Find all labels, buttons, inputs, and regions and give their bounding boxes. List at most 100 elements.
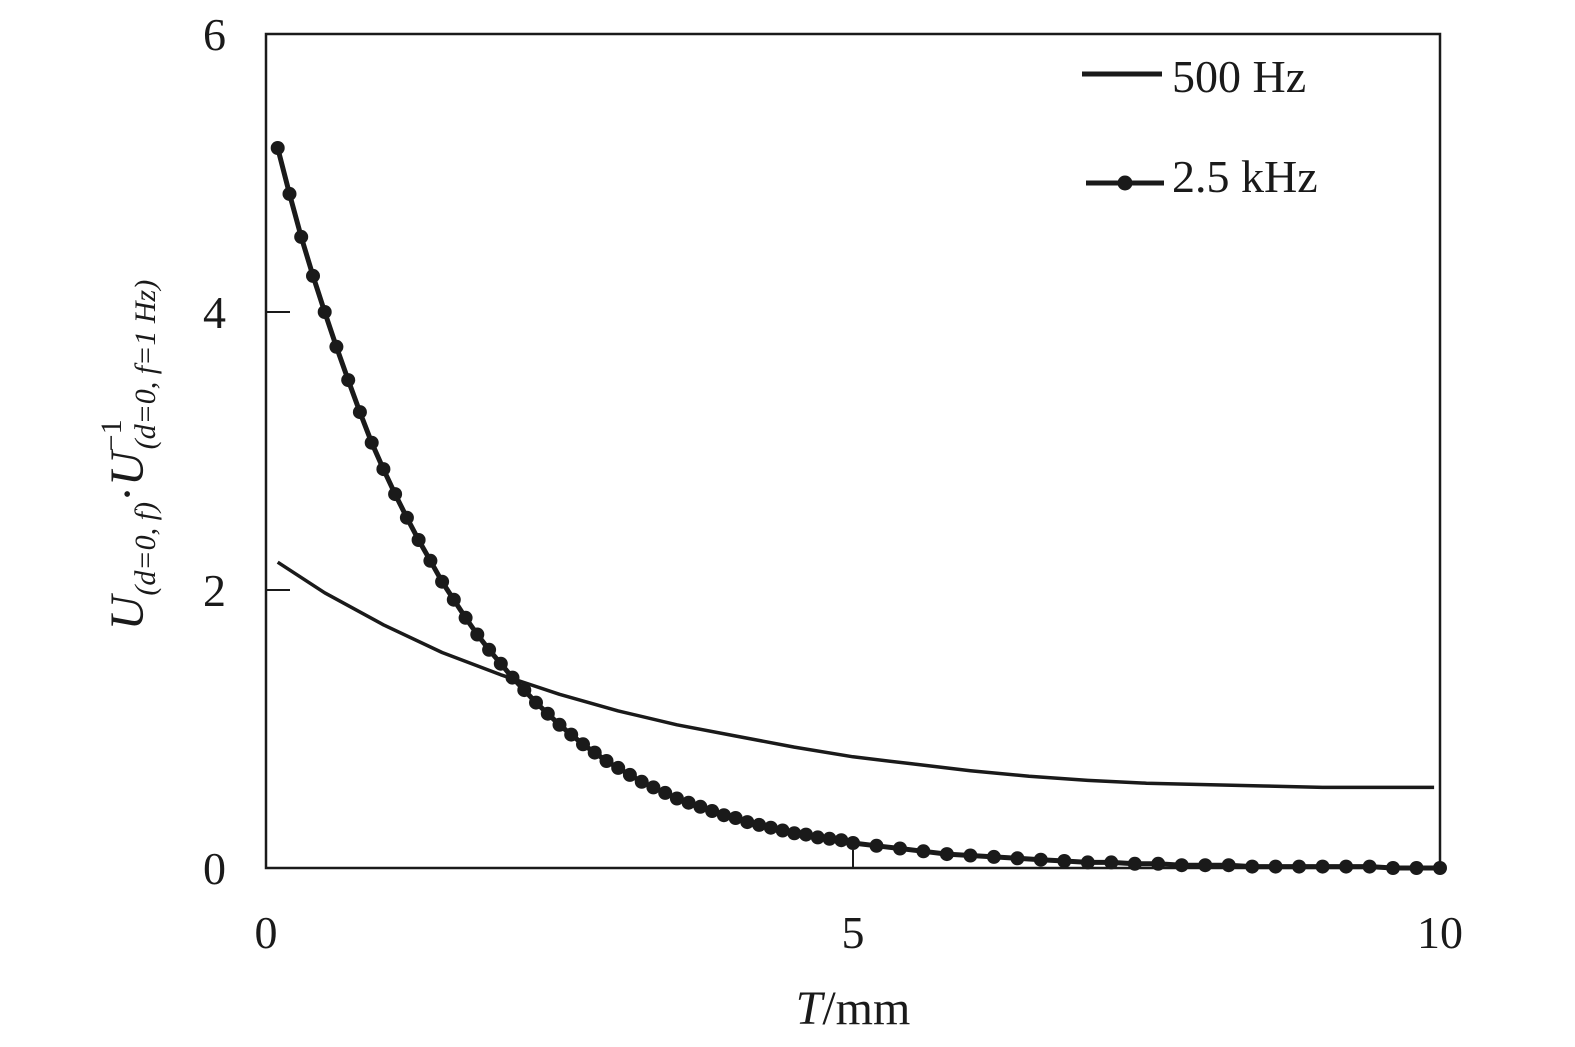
series-point: [376, 462, 391, 477]
series-point: [423, 553, 438, 568]
series-point: [986, 849, 1001, 864]
series-point: [1339, 859, 1354, 874]
axis-ticks: [265, 33, 1441, 869]
series-point: [810, 830, 825, 845]
series-point: [740, 815, 755, 830]
series-point: [329, 339, 344, 354]
series-point: [317, 305, 332, 319]
series-point: [634, 774, 649, 789]
series-point: [716, 808, 731, 823]
series-point: [1245, 859, 1260, 874]
series-point: [869, 838, 884, 853]
x-axis-title: T/mm: [796, 982, 911, 1035]
series-point: [505, 670, 520, 685]
series-point: [399, 510, 414, 525]
legend-label-2.5khz: 2.5 kHz: [1172, 151, 1318, 202]
series-point: [576, 737, 590, 752]
series-point: [435, 574, 450, 589]
y-axis-sup2: −1: [95, 419, 128, 451]
series-point: [939, 847, 954, 862]
series-point: [822, 831, 837, 846]
series-point: [622, 767, 637, 782]
series-point: [1080, 855, 1095, 870]
series-point: [470, 627, 485, 642]
y-tick-label: 0: [203, 843, 226, 894]
series-point: [834, 833, 849, 848]
y-axis-sub1: (d=0, f): [129, 502, 162, 596]
series-point: [1292, 859, 1307, 874]
x-axis-unit: /mm: [822, 982, 910, 1035]
series-point: [963, 848, 978, 863]
series-point: [1221, 858, 1236, 873]
series-point: [446, 592, 461, 607]
series-point: [517, 683, 532, 698]
series-point: [552, 717, 567, 732]
series-point: [681, 795, 696, 810]
series-line-0: [276, 560, 1435, 790]
x-tick-label: 0: [255, 907, 278, 958]
series-point: [893, 841, 907, 856]
series-point: [799, 827, 813, 842]
y-axis-u1: U: [101, 592, 154, 630]
series-point: [669, 791, 684, 806]
series-point: [787, 826, 802, 841]
series-point: [1386, 861, 1400, 875]
series-point: [1151, 856, 1166, 871]
series-point: [846, 836, 860, 850]
series-point: [587, 745, 602, 760]
series-point: [1010, 851, 1025, 866]
series-point: [705, 804, 720, 818]
x-tick-label: 10: [1417, 907, 1463, 958]
series-point: [693, 799, 708, 814]
series-point: [658, 785, 673, 800]
series-point: [388, 487, 403, 502]
series-line-1: [275, 147, 1440, 871]
axis-tick-labels: 0 5 10 0 2 4 6: [203, 9, 1463, 958]
series-point: [1409, 861, 1424, 875]
series-point: [916, 844, 931, 859]
y-tick-label: 4: [203, 287, 226, 338]
y-tick-label: 6: [203, 9, 226, 60]
series-point: [529, 695, 543, 710]
series-point: [411, 533, 426, 547]
series-point: [1057, 854, 1072, 868]
series-point: [306, 268, 320, 283]
series-point: [1268, 859, 1283, 874]
legend: 500 Hz 2.5 kHz: [1082, 51, 1318, 202]
series-point: [294, 229, 309, 244]
legend-label-500hz: 500 Hz: [1172, 51, 1306, 102]
series-point: [646, 780, 661, 795]
series-point: [1174, 858, 1189, 873]
series-point: [364, 435, 379, 450]
series-point: [482, 642, 497, 657]
series-layer: [270, 141, 1447, 875]
series-point: [1362, 859, 1377, 874]
series-point: [1433, 861, 1447, 875]
series-point: [352, 405, 367, 420]
series-point: [728, 811, 743, 825]
series-point: [1315, 859, 1330, 874]
series-point: [564, 727, 579, 742]
series-point: [1198, 858, 1213, 873]
series-point: [599, 754, 614, 768]
series-point: [1033, 852, 1048, 867]
y-axis-u2: U: [101, 448, 154, 486]
series-point: [1127, 856, 1142, 871]
series-point: [282, 186, 297, 201]
series-point: [752, 817, 767, 832]
series-point: [493, 656, 508, 671]
x-axis-var: T: [796, 982, 826, 1035]
legend-marker-2.5khz: [1117, 175, 1133, 191]
x-tick-label: 5: [842, 907, 865, 958]
series-point: [1104, 855, 1119, 870]
series-point: [341, 373, 356, 388]
y-axis-title: U(d=0, f)·U−1(d=0, f=1 Hz): [95, 280, 162, 630]
series-point: [458, 610, 473, 625]
series-point: [763, 820, 778, 835]
series-point: [611, 760, 626, 775]
series-point: [270, 141, 285, 155]
y-tick-label: 2: [203, 565, 226, 616]
series-point: [775, 823, 790, 838]
y-axis-sub2: (d=0, f=1 Hz): [129, 280, 162, 450]
